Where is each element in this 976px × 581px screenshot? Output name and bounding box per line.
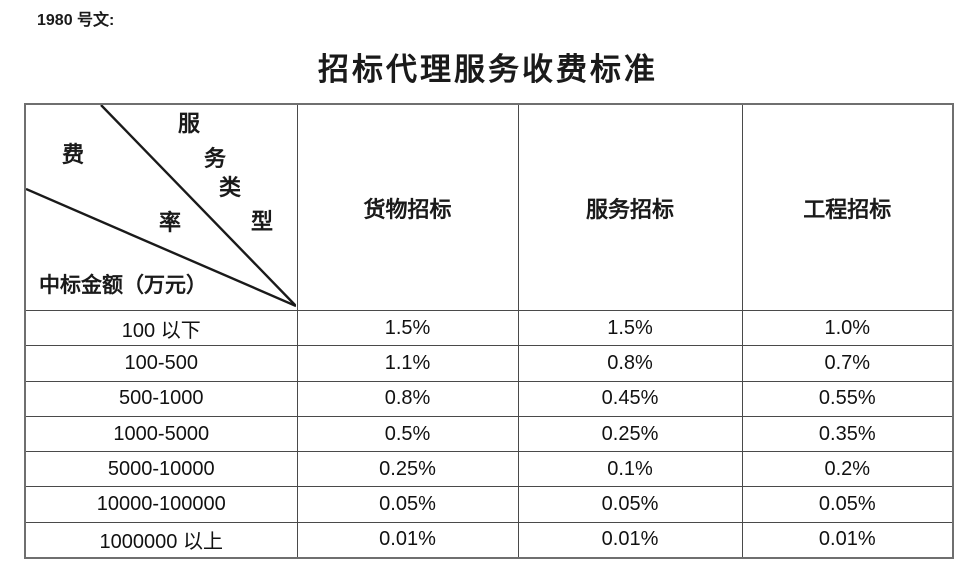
rate-cell: 0.45% bbox=[517, 380, 743, 417]
rate-cell: 0.25% bbox=[296, 451, 519, 488]
corner-fee-rate-char: 费 bbox=[62, 142, 85, 167]
column-header-service-bidding: 服务招标 bbox=[517, 103, 743, 311]
rate-cell: 0.01% bbox=[741, 521, 954, 559]
amount-range-cell: 1000-5000 bbox=[24, 415, 298, 453]
table-row: 1000000 以上 0.01% 0.01% 0.01% bbox=[24, 521, 954, 559]
fee-table: 服 务 类 型 费 率 中标金额（万元） 货物招标 服务招标 工程招标 100 … bbox=[24, 103, 954, 559]
table-row: 100-500 1.1% 0.8% 0.7% bbox=[24, 345, 954, 382]
table-row: 500-1000 0.8% 0.45% 0.55% bbox=[24, 380, 954, 417]
rate-cell: 0.05% bbox=[741, 486, 954, 523]
rate-cell: 1.1% bbox=[296, 345, 519, 382]
page-title: 招标代理服务收费标准 bbox=[318, 52, 658, 87]
corner-service-type-char: 务 bbox=[204, 146, 227, 171]
header-row: 服 务 类 型 费 率 中标金额（万元） 货物招标 服务招标 工程招标 bbox=[24, 103, 954, 311]
rate-cell: 0.05% bbox=[517, 486, 743, 523]
rate-cell: 0.5% bbox=[296, 415, 519, 453]
doc-ref: 1980 号文: bbox=[37, 12, 115, 29]
rate-cell: 1.5% bbox=[517, 309, 743, 347]
amount-range-cell: 500-1000 bbox=[24, 380, 298, 417]
amount-range-cell: 10000-100000 bbox=[24, 486, 298, 523]
rate-cell: 0.05% bbox=[296, 486, 519, 523]
amount-range-cell: 1000000 以上 bbox=[24, 521, 298, 559]
corner-service-type-char: 类 bbox=[219, 175, 242, 200]
rate-cell: 0.1% bbox=[517, 451, 743, 488]
corner-service-type-char: 服 bbox=[178, 111, 201, 136]
rate-cell: 0.8% bbox=[517, 345, 743, 382]
rate-cell: 0.55% bbox=[741, 380, 954, 417]
rate-cell: 0.8% bbox=[296, 380, 519, 417]
rate-cell: 0.2% bbox=[741, 451, 954, 488]
amount-range-cell: 100-500 bbox=[24, 345, 298, 382]
table-row: 10000-100000 0.05% 0.05% 0.05% bbox=[24, 486, 954, 523]
diagonal-line-lower bbox=[26, 187, 296, 308]
rate-cell: 1.0% bbox=[741, 309, 954, 347]
amount-range-cell: 5000-10000 bbox=[24, 451, 298, 488]
corner-fee-rate-char: 率 bbox=[159, 210, 182, 235]
corner-cell: 服 务 类 型 费 率 中标金额（万元） bbox=[24, 103, 298, 311]
rate-cell: 1.5% bbox=[296, 309, 519, 347]
diagonal-lines-graphic bbox=[26, 105, 296, 308]
rate-cell: 0.01% bbox=[296, 521, 519, 559]
rate-cell: 0.25% bbox=[517, 415, 743, 453]
column-header-goods-bidding: 货物招标 bbox=[296, 103, 519, 311]
rate-cell: 0.7% bbox=[741, 345, 954, 382]
table-row: 5000-10000 0.25% 0.1% 0.2% bbox=[24, 451, 954, 488]
column-header-engineering-bidding: 工程招标 bbox=[741, 103, 954, 311]
amount-range-cell: 100 以下 bbox=[24, 309, 298, 347]
rate-cell: 0.35% bbox=[741, 415, 954, 453]
rate-cell: 0.01% bbox=[517, 521, 743, 559]
diagonal-line-upper bbox=[100, 105, 296, 307]
table-row: 1000-5000 0.5% 0.25% 0.35% bbox=[24, 415, 954, 453]
table-row: 100 以下 1.5% 1.5% 1.0% bbox=[24, 309, 954, 347]
corner-amount-label: 中标金额（万元） bbox=[39, 273, 207, 297]
corner-service-type-char: 型 bbox=[251, 209, 274, 234]
